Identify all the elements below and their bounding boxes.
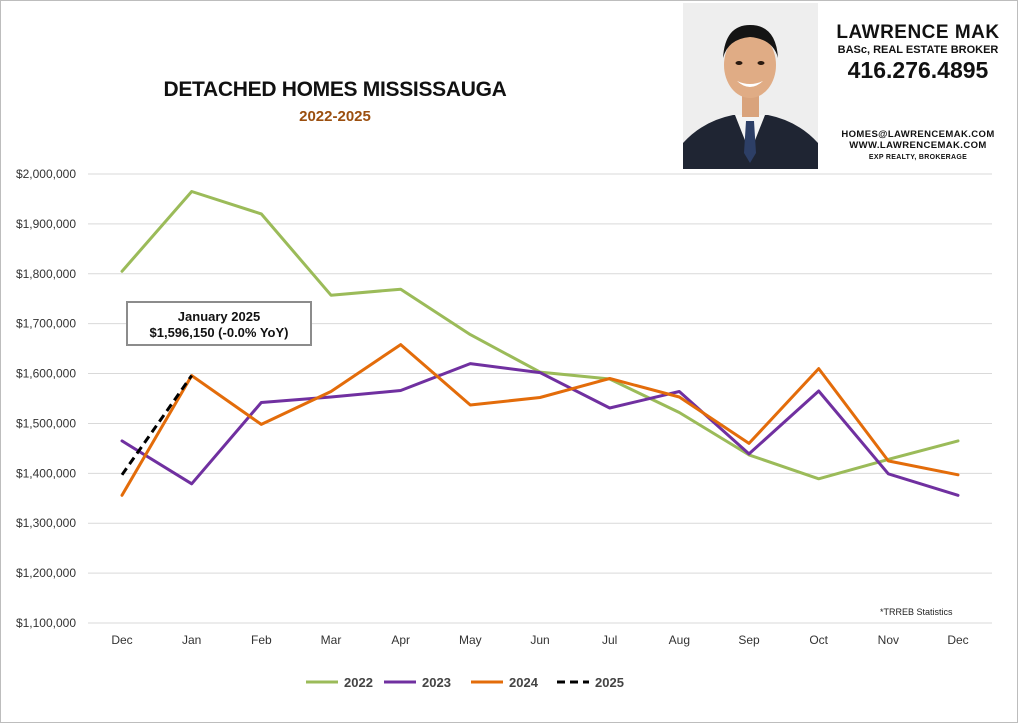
- y-tick-label: $1,200,000: [16, 566, 76, 580]
- x-tick-label: Jun: [530, 633, 549, 647]
- series-line-2024: [120, 343, 960, 497]
- series-line-2023: [120, 362, 960, 497]
- y-tick-label: $1,400,000: [16, 466, 76, 480]
- x-tick-label: Feb: [251, 633, 272, 647]
- chart-title: DETACHED HOMES MISSISSAUGA: [163, 78, 507, 101]
- agent-portrait-icon: [683, 3, 818, 169]
- source-note: *TRREB Statistics: [880, 607, 953, 617]
- x-axis-ticks: Dec Jan Feb Mar Apr May Jun Jul Aug Sep Oct Nov Dec: [111, 633, 968, 647]
- agent-photo: [683, 3, 818, 169]
- x-tick-label: Oct: [809, 633, 828, 647]
- x-tick-label: Jan: [182, 633, 201, 647]
- legend: 2022 2023 2024 2025: [306, 675, 624, 690]
- annotation-callout: January 2025 $1,596,150 (-0.0% YoY): [126, 301, 312, 346]
- x-tick-label: Aug: [669, 633, 690, 647]
- y-tick-label: $2,000,000: [16, 167, 76, 181]
- y-axis-ticks: $1,100,000 $1,200,000 $1,300,000 $1,400,000…: [16, 167, 76, 630]
- chart-subtitle: 2022-2025: [299, 108, 371, 125]
- x-tick-label: May: [459, 633, 482, 647]
- x-tick-label: Jul: [602, 633, 617, 647]
- legend-label-2023: 2023: [422, 675, 451, 690]
- series-lines: [120, 190, 960, 497]
- y-tick-label: $1,800,000: [16, 267, 76, 281]
- y-tick-label: $1,600,000: [16, 367, 76, 381]
- y-tick-label: $1,700,000: [16, 317, 76, 331]
- x-tick-label: Dec: [947, 633, 968, 647]
- agent-website: WWW.LAWRENCEMAK.COM: [849, 140, 987, 151]
- legend-label-2025: 2025: [595, 675, 624, 690]
- x-tick-label: Dec: [111, 633, 132, 647]
- y-tick-label: $1,900,000: [16, 217, 76, 231]
- agent-name: LAWRENCE MAK: [836, 22, 1000, 43]
- agent-email: HOMES@LAWRENCEMAK.COM: [841, 129, 995, 140]
- x-tick-label: Mar: [321, 633, 342, 647]
- legend-label-2024: 2024: [509, 675, 539, 690]
- x-tick-label: Nov: [878, 633, 899, 647]
- x-tick-label: Apr: [391, 633, 410, 647]
- callout-line-2: $1,596,150 (-0.0% YoY): [149, 325, 289, 340]
- y-tick-label: $1,500,000: [16, 416, 76, 430]
- legend-label-2022: 2022: [344, 675, 373, 690]
- agent-phone: 416.276.4895: [847, 57, 989, 83]
- agent-brokerage: EXP REALTY, BROKERAGE: [868, 154, 968, 161]
- agent-credentials: BASc, REAL ESTATE BROKER: [837, 44, 999, 56]
- x-tick-label: Sep: [738, 633, 760, 647]
- y-tick-label: $1,300,000: [16, 516, 76, 530]
- series-line-2025: [120, 374, 193, 476]
- callout-line-1: January 2025: [177, 309, 261, 324]
- y-tick-label: $1,100,000: [16, 616, 76, 630]
